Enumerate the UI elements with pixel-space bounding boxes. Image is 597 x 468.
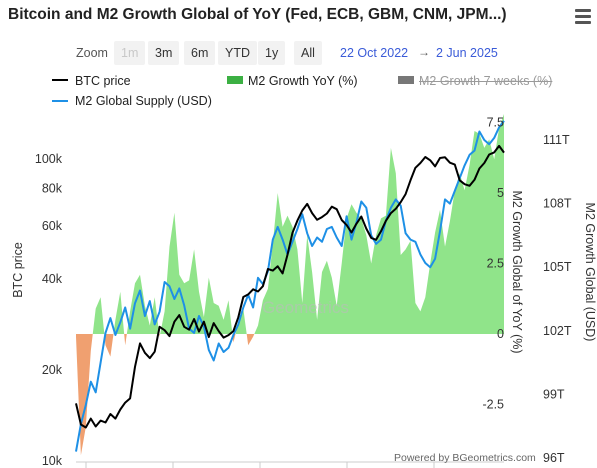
zoom-label: Zoom — [76, 46, 108, 60]
m2-supply-axis-title: M2 Growth Global (USD) — [583, 203, 597, 342]
to-date-input[interactable]: 2 Jun 2025 — [436, 46, 498, 60]
btc-price-line — [75, 144, 505, 429]
zoom-1m-button[interactable]: 1m — [114, 41, 146, 65]
chart-title: Bitcoin and M2 Growth Global of YoY (Fed… — [8, 6, 507, 23]
zoom-1y-button[interactable]: 1y — [258, 41, 286, 65]
date-range-arrow: → — [418, 45, 430, 59]
chart-lines-group — [75, 120, 505, 452]
m2-supply-axis-tick-label: 105T — [543, 260, 572, 274]
axes-group: 10k20k40k60k80k100k-5-2.502.557.596T99T1… — [11, 116, 597, 468]
m2-supply-axis-tick-label: 108T — [543, 197, 572, 211]
m2-supply-axis-tick-label: 99T — [543, 387, 565, 401]
m2-yoy-axis-tick-label: 7.5 — [487, 116, 504, 130]
m2-supply-axis-tick-label: 111T — [543, 133, 570, 147]
btc-line-symbol — [52, 79, 68, 81]
m2-yoy-axis-tick-label: 5 — [497, 186, 504, 200]
btc-axis-title: BTC price — [11, 242, 25, 298]
legend-label: M2 Global Supply (USD) — [75, 94, 212, 108]
from-date-input[interactable]: 22 Oct 2022 — [340, 46, 409, 60]
m2-supply-axis-tick-label: 96T — [543, 451, 565, 465]
legend-label: M2 Growth 7 weeks (%) — [419, 74, 553, 88]
btc-axis-tick-label: 10k — [42, 454, 63, 468]
credits-link[interactable]: Powered by BGeometrics.com — [394, 452, 536, 464]
zoom-all-button[interactable]: All — [294, 41, 322, 65]
m2-yoy-axis-tick-label: 2.5 — [487, 257, 504, 271]
watermark-text: Geometrics — [262, 298, 349, 317]
zoom-ytd-button[interactable]: YTD — [218, 41, 257, 65]
zoom-3m-button[interactable]: 3m — [148, 41, 180, 65]
legend-label: M2 Growth YoY (%) — [248, 74, 358, 88]
btc-axis-tick-label: 20k — [42, 363, 63, 377]
m2-7w-area-symbol — [398, 76, 414, 84]
m2-yoy-axis-title: M2 Growth Global of YoY (%) — [510, 190, 524, 353]
m2-supply-axis-tick-label: 102T — [543, 324, 572, 338]
m2-yoy-area-symbol — [227, 76, 243, 84]
hamburger-menu-icon[interactable] — [575, 8, 591, 24]
btc-axis-tick-label: 100k — [35, 152, 63, 166]
btc-axis-tick-label: 40k — [42, 272, 63, 286]
m2-yoy-positive-area — [76, 114, 504, 334]
legend-label: BTC price — [75, 74, 131, 88]
m2-supply-line-symbol — [52, 100, 68, 102]
m2-yoy-area-group — [76, 114, 504, 456]
btc-axis-tick-label: 60k — [42, 219, 63, 233]
zoom-6m-button[interactable]: 6m — [184, 41, 216, 65]
m2-yoy-axis-tick-label: -2.5 — [482, 398, 504, 412]
btc-axis-tick-label: 80k — [42, 181, 63, 195]
m2-yoy-axis-tick-label: 0 — [497, 327, 504, 341]
